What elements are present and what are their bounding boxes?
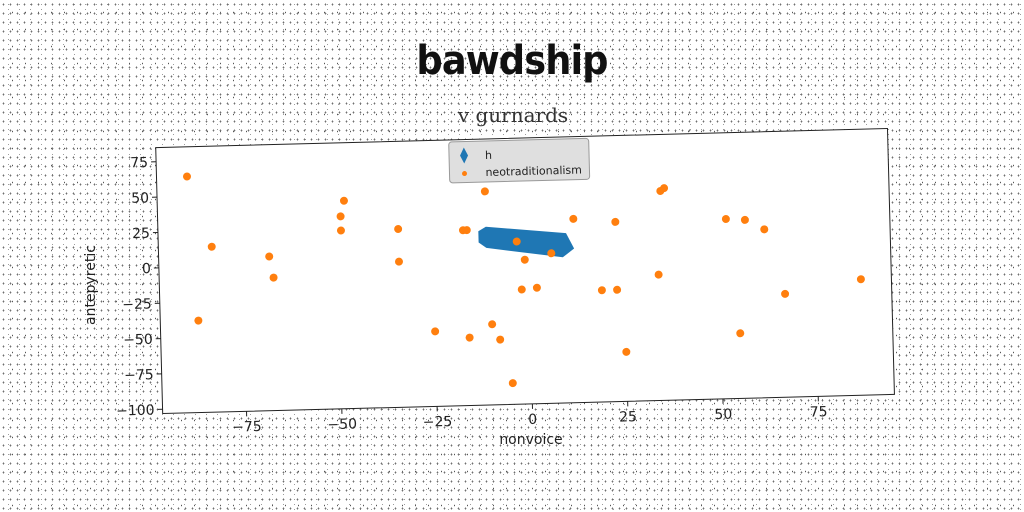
y-tick-label-5: 25: [132, 226, 150, 242]
point-neotraditionalism-27: [622, 347, 631, 356]
point-neotraditionalism-24: [597, 286, 606, 295]
point-neotraditionalism-0: [182, 172, 191, 181]
point-neotraditionalism-33: [740, 215, 749, 224]
point-neotraditionalism-13: [465, 333, 474, 342]
y-tick-label-3: −25: [122, 296, 152, 313]
point-neotraditionalism-12: [462, 226, 471, 235]
y-axis-label: antepyretic: [83, 245, 99, 325]
point-neotraditionalism-7: [339, 196, 348, 205]
point-neotraditionalism-2: [194, 316, 203, 325]
point-neotraditionalism-30: [660, 184, 669, 193]
legend-label-h: h: [485, 149, 492, 162]
point-neotraditionalism-21: [532, 283, 541, 292]
point-neotraditionalism-17: [508, 379, 517, 388]
point-neotraditionalism-9: [394, 257, 403, 266]
point-neotraditionalism-16: [496, 335, 505, 344]
y-tick-label-2: −50: [123, 332, 153, 349]
y-tick-label-7: 75: [130, 155, 148, 171]
x-tick-label-1: −50: [327, 416, 357, 433]
point-neotraditionalism-4: [269, 273, 278, 282]
marks-layer: [182, 172, 865, 388]
point-neotraditionalism-31: [721, 215, 730, 224]
axes-layer: −75 −50 −25 0 25 50 75 −100 −75 −50 −25 0 25 50 75: [116, 155, 828, 436]
x-tick-label-5: 50: [714, 407, 732, 423]
point-neotraditionalism-32: [736, 329, 745, 338]
y-tick-label-4: 0: [142, 261, 151, 277]
point-neotraditionalism-14: [480, 187, 489, 196]
point-neotraditionalism-34: [760, 225, 769, 234]
point-neotraditionalism-15: [488, 320, 497, 329]
legend: h neotraditionalism: [448, 137, 591, 184]
point-neotraditionalism-6: [336, 212, 345, 221]
x-tick-label-2: −25: [423, 414, 453, 431]
main-title: bawdship: [416, 38, 608, 84]
legend-label-neotraditionalism: neotraditionalism: [485, 163, 582, 179]
y-tick-label-0: −100: [116, 403, 155, 420]
point-neotraditionalism-3: [265, 252, 274, 261]
x-axis-label: nonvoice: [499, 432, 562, 448]
legend-marker-neotraditionalism: [462, 171, 468, 177]
point-neotraditionalism-26: [611, 217, 620, 226]
point-neotraditionalism-5: [336, 226, 345, 235]
point-neotraditionalism-20: [520, 255, 529, 264]
point-neotraditionalism-25: [613, 285, 622, 294]
y-tick-label-6: 50: [131, 190, 149, 206]
point-neotraditionalism-36: [856, 275, 865, 284]
point-neotraditionalism-28: [654, 270, 663, 279]
point-neotraditionalism-1: [207, 242, 216, 251]
point-neotraditionalism-35: [781, 289, 790, 298]
point-neotraditionalism-23: [569, 214, 578, 223]
point-neotraditionalism-10: [431, 327, 440, 336]
x-tick-label-3: 0: [528, 412, 537, 428]
plot-area: −75 −50 −25 0 25 50 75 −100 −75 −50 −25 0 25 50 75 h n…: [116, 127, 895, 436]
point-neotraditionalism-18: [512, 237, 521, 246]
x-tick-label-0: −75: [232, 419, 262, 436]
legend-box: [448, 137, 591, 184]
point-neotraditionalism-19: [517, 285, 526, 294]
point-neotraditionalism-8: [394, 225, 403, 234]
x-tick-label-4: 25: [619, 409, 637, 425]
y-tick-label-1: −75: [124, 367, 154, 384]
x-tick-label-6: 75: [810, 404, 828, 420]
point-neotraditionalism-22: [547, 249, 556, 258]
chart-title: v gurnards: [457, 103, 568, 127]
legend-marker-h: [460, 147, 469, 164]
